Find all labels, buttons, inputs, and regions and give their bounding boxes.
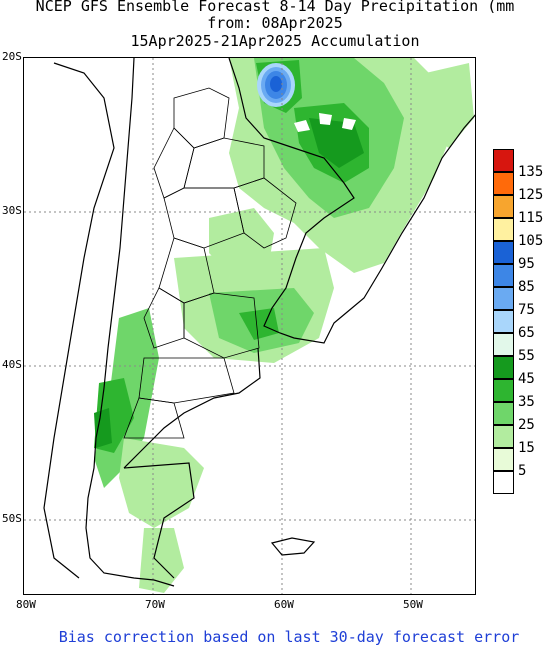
precip-shading: [94, 58, 474, 593]
legend-swatch: [493, 356, 514, 379]
heavy-rain-core: [257, 63, 356, 132]
legend-label: 75: [518, 302, 535, 318]
precipitation-map: [23, 57, 476, 595]
legend-swatch: [493, 402, 514, 425]
legend-swatch: [493, 195, 514, 218]
legend-swatch: [493, 287, 514, 310]
legend-label: 25: [518, 417, 535, 433]
legend-swatch: [493, 333, 514, 356]
legend-swatch: [493, 241, 514, 264]
legend-label: 95: [518, 256, 535, 272]
legend-swatch: [493, 172, 514, 195]
legend-swatch: [493, 448, 514, 471]
lat-label-30s: 30S: [2, 204, 22, 217]
legend-swatch: [493, 218, 514, 241]
lon-label-80w: 80W: [16, 598, 36, 611]
lat-label-20s: 20S: [2, 50, 22, 63]
legend-swatch: [493, 149, 514, 172]
legend-swatch: [493, 264, 514, 287]
legend-label: 85: [518, 279, 535, 295]
lat-label-50s: 50S: [2, 512, 22, 525]
legend-swatch: [493, 425, 514, 448]
lon-label-70w: 70W: [145, 598, 165, 611]
province-borders: [123, 87, 297, 439]
legend-swatch: [493, 310, 514, 333]
map-title: NCEP GFS Ensemble Forecast 8-14 Day Prec…: [35, 0, 515, 15]
legend-label: 105: [518, 233, 544, 249]
legend-label: 35: [518, 394, 535, 410]
legend-swatch: [493, 471, 514, 494]
graticule: [24, 58, 475, 594]
bias-correction-note: Bias correction based on last 30-day for…: [58, 628, 520, 646]
map-canvas: [24, 58, 475, 594]
forecast-issue-date: from: 08Apr2025: [207, 14, 343, 32]
lon-label-60w: 60W: [274, 598, 294, 611]
legend-label: 15: [518, 440, 535, 456]
coastlines-borders: [43, 58, 475, 587]
legend-label: 125: [518, 187, 544, 203]
legend-label: 115: [518, 210, 544, 226]
lat-label-40s: 40S: [2, 358, 22, 371]
legend-label: 45: [518, 371, 535, 387]
legend-swatch: [493, 379, 514, 402]
legend-label: 55: [518, 348, 535, 364]
lon-label-50w: 50W: [403, 598, 423, 611]
legend-label: 5: [518, 463, 527, 479]
legend-label: 135: [518, 164, 544, 180]
legend-label: 65: [518, 325, 535, 341]
accumulation-period: 15Apr2025-21Apr2025 Accumulation: [130, 32, 420, 50]
